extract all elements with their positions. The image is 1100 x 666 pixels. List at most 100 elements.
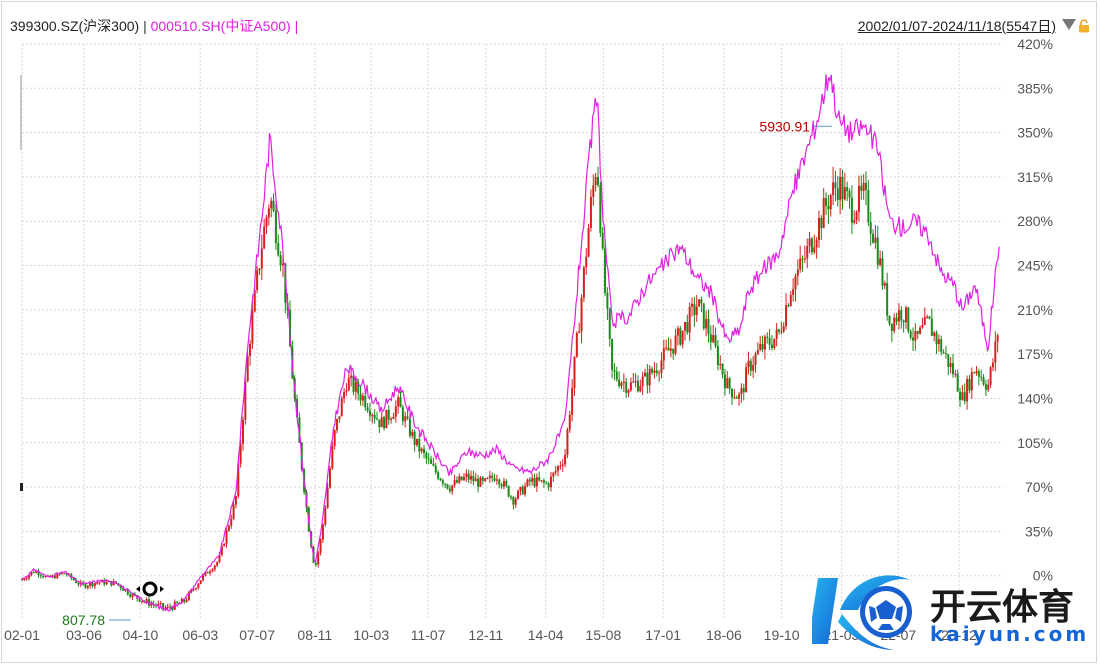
x-tick-label: 14-04 [528,627,564,643]
series-a-label[interactable]: 399300.SZ(沪深300) [10,18,140,34]
high-price-label: 5930.91 [759,118,810,134]
candle-body [366,407,369,411]
candle-body [806,246,809,259]
candle-body [150,603,153,606]
candle-body [439,478,442,481]
candle-body [256,270,259,290]
hs300-candles [21,166,999,612]
candle-body [528,479,531,482]
kaiyun-soccer-logo-icon [812,575,912,650]
candle-body [411,431,414,436]
x-tick-label: 18-06 [706,627,742,643]
y-tick-label: 105% [1017,435,1053,451]
candle-body [218,555,221,563]
candle-body [869,222,872,234]
candle-body [317,552,320,565]
y-tick-label: 70% [1025,479,1053,495]
candle-body [956,373,959,392]
candle-body [672,348,675,354]
x-tick-label: 12-11 [468,627,503,643]
x-axis-ticks: 02-01 03-06 04-10 06-03 07-07 08-11 10-03 11-07… [4,627,977,643]
candle-body [484,478,487,481]
candle-body [328,468,331,488]
candle-body [406,416,409,419]
crosshair-marker-icon[interactable] [136,581,164,597]
header-separator: | [143,18,147,34]
lock-icon[interactable] [1078,19,1090,33]
candle-body [251,311,254,344]
series-b-label[interactable]: 000510.SH(中证A500) [150,18,291,34]
candle-body [698,299,701,307]
candle-body [507,486,510,497]
candle-body [404,416,407,422]
candle-body [390,418,393,420]
candle-body [202,575,205,581]
candle-body [486,478,489,480]
candle-body [846,187,849,192]
candle-body [860,185,863,191]
candle-body [314,562,317,565]
candle-body [498,479,501,485]
candle-body [321,524,324,540]
y-axis-ticks: 420% 385% 350% 315% 280% 245% 210% 175% 140% 105%… [1017,36,1053,584]
candle-body [596,176,599,185]
candle-body [702,303,705,329]
candle-body [53,575,56,579]
candle-body [354,382,357,392]
candle-body [260,248,263,269]
candle-body [733,397,736,399]
x-tick-label: 17-01 [645,627,681,643]
candle-body [25,578,28,580]
candle-body [331,446,334,469]
candle-body [843,187,846,200]
candle-body [267,208,270,218]
candle-body [418,438,421,452]
candle-body [592,185,595,197]
x-tick-label: 10-03 [353,627,389,643]
candle-body [726,378,729,389]
candle-body [30,572,33,576]
candle-body [277,243,280,256]
candle-body [747,360,750,368]
candle-body [594,176,597,186]
candle-body [770,344,773,348]
candle-body [961,392,964,400]
candle-body [907,307,910,332]
candle-body [839,176,842,200]
candle-body [674,335,677,354]
candle-body [519,486,522,491]
candle-body [131,593,134,597]
candle-body [216,562,219,566]
candle-body [42,576,45,578]
candle-body [709,334,712,343]
watermark-url-text: kaiyun.com [930,622,1090,646]
candle-body [535,477,538,487]
candle-body [470,475,473,480]
candle-body [834,182,837,189]
candle-body [159,603,162,605]
date-range-selector[interactable]: 2002/01/07-2024/11/18(5547日) [857,18,1056,34]
candle-body [874,237,877,243]
candle-body [169,606,172,608]
candle-body [540,480,543,482]
candle-body [70,574,73,579]
triangle-down-icon[interactable] [1062,19,1076,30]
candle-body [39,575,42,577]
candle-body [253,289,256,312]
candle-body [465,473,468,477]
candle-body [357,382,360,394]
y-tick-label: 175% [1017,346,1053,362]
header-trailing-separator: | [294,18,299,34]
x-tick-label: 08-11 [297,627,332,643]
candle-body [679,328,682,345]
candle-body [982,377,985,385]
candle-body [599,184,602,233]
candle-body [265,217,268,227]
candle-body [444,483,447,485]
left-scroll-indicator[interactable] [20,75,23,491]
candle-body [375,418,378,420]
candle-body [371,414,374,416]
candle-body [580,297,583,332]
candle-body [587,227,590,257]
